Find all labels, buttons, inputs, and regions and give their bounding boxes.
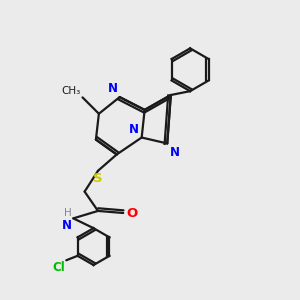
Text: N: N <box>169 146 180 159</box>
Text: S: S <box>93 172 102 185</box>
Text: H: H <box>64 208 72 218</box>
Text: Cl: Cl <box>52 261 65 274</box>
Text: N: N <box>108 82 118 95</box>
Text: O: O <box>126 206 137 220</box>
Text: CH₃: CH₃ <box>62 86 81 96</box>
Text: N: N <box>62 219 72 232</box>
Text: N: N <box>129 123 139 136</box>
